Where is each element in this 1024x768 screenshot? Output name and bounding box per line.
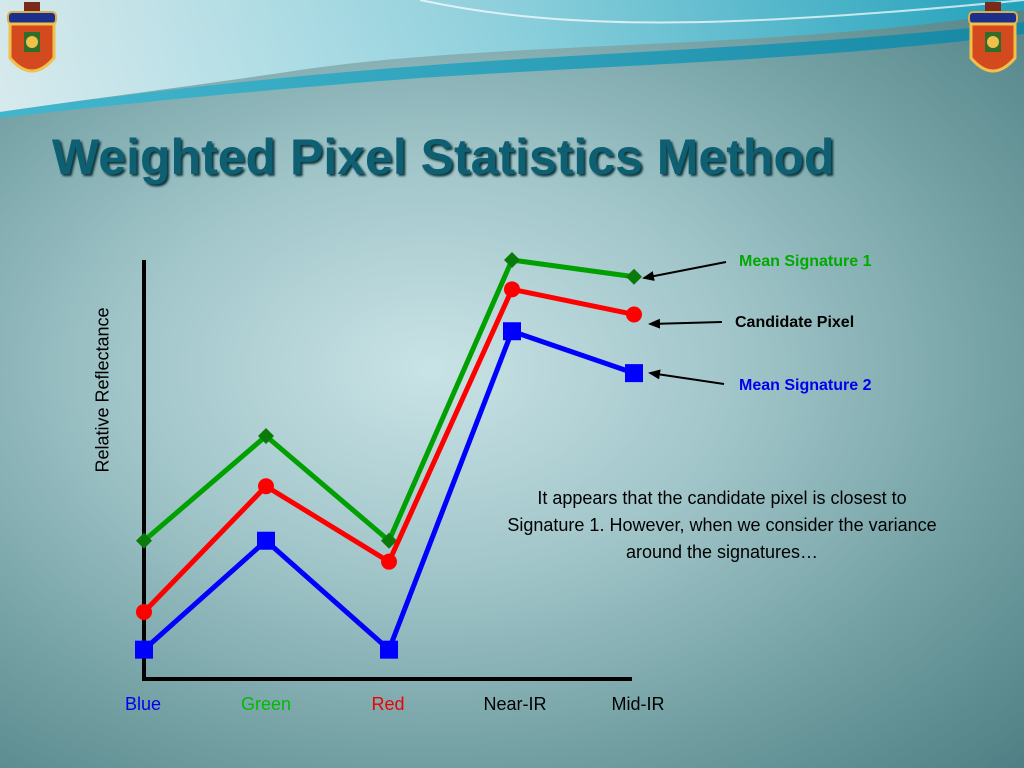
data-point-mean-signature-1-3 (504, 252, 520, 268)
annotation-candidate-pixel: Candidate Pixel (735, 314, 855, 331)
annotation-signature-2: Mean Signature 2 (739, 377, 872, 394)
header-swoosh (0, 0, 1024, 118)
data-point-candidate-pixel-0 (136, 603, 152, 620)
x-tick-near-ir: Near-IR (483, 694, 547, 714)
data-point-candidate-pixel-3 (504, 281, 520, 298)
slide-title: Weighted Pixel Statistics Method (52, 129, 835, 185)
x-tick-blue: Blue (124, 694, 162, 714)
data-point-mean-signature-1-2 (381, 532, 397, 549)
data-point-mean-signature-2-4 (625, 364, 643, 383)
explanation-text: It appears that the candidate pixel is c… (507, 488, 937, 562)
data-point-candidate-pixel-1 (258, 478, 274, 495)
data-point-mean-signature-2-1 (257, 531, 275, 550)
x-tick-mid-ir: Mid-IR (611, 694, 665, 714)
crest-icon (7, 2, 57, 73)
data-point-mean-signature-2-2 (380, 640, 398, 659)
annotation-arrow-candidate (648, 318, 723, 329)
data-point-candidate-pixel-2 (381, 553, 397, 570)
data-point-mean-signature-1-4 (626, 268, 642, 285)
annotation-arrow-signature-2 (648, 369, 725, 385)
data-point-mean-signature-2-3 (503, 322, 521, 341)
crest-icon (968, 2, 1018, 73)
data-point-candidate-pixel-4 (626, 306, 642, 323)
data-point-mean-signature-1-1 (258, 427, 274, 444)
data-point-mean-signature-2-0 (135, 640, 153, 659)
annotation-arrow-signature-1 (642, 261, 727, 281)
data-point-mean-signature-1-0 (136, 532, 152, 549)
annotation-signature-1: Mean Signature 1 (739, 253, 872, 270)
x-tick-red: Red (371, 694, 405, 714)
x-tick-green: Green (240, 694, 292, 714)
